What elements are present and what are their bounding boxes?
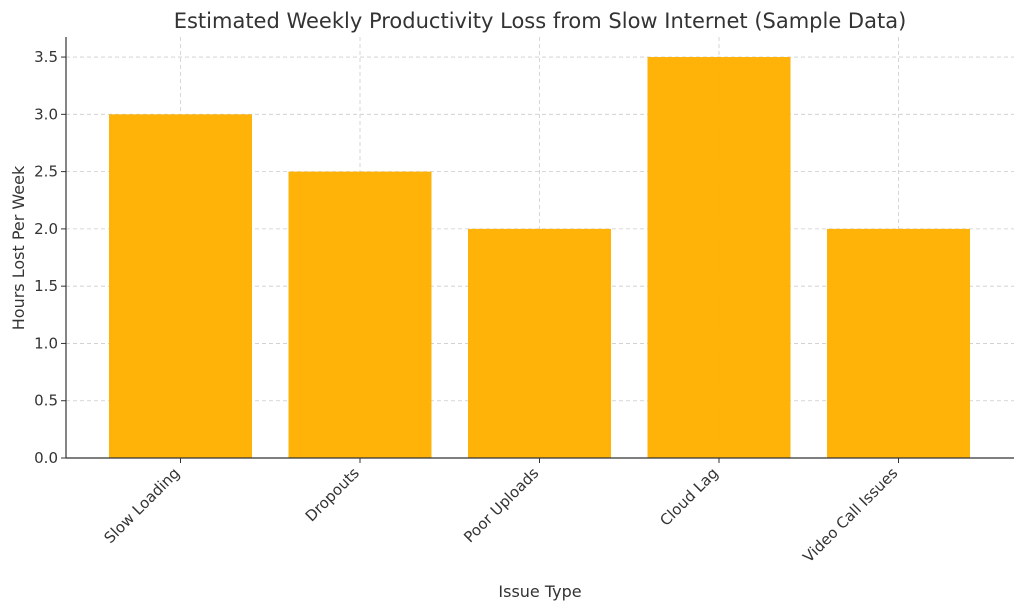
axes bbox=[61, 37, 1014, 463]
x-tick-label: Dropouts bbox=[302, 464, 363, 525]
y-tick-labels: 0.0 0.5 1.0 1.5 2.0 2.5 3.0 3.5 bbox=[34, 48, 58, 467]
y-tick-label: 1.5 bbox=[34, 277, 58, 295]
y-tick-label: 3.0 bbox=[34, 105, 58, 123]
x-tick-label: Poor Uploads bbox=[460, 464, 542, 546]
y-tick-label: 0.0 bbox=[34, 449, 58, 467]
bars bbox=[109, 57, 970, 459]
x-axis-label: Issue Type bbox=[498, 582, 581, 601]
bar bbox=[468, 228, 611, 458]
bar bbox=[288, 171, 432, 458]
x-tick-label: Slow Loading bbox=[101, 464, 184, 547]
bar bbox=[647, 57, 791, 459]
bar bbox=[827, 228, 970, 458]
x-tick-label: Video Call Issues bbox=[799, 464, 901, 566]
chart-title: Estimated Weekly Productivity Loss from … bbox=[174, 9, 907, 33]
y-axis-label: Hours Lost Per Week bbox=[9, 165, 28, 330]
y-tick-label: 2.5 bbox=[34, 163, 58, 181]
y-tick-label: 0.5 bbox=[34, 392, 58, 410]
y-tick-label: 3.5 bbox=[34, 48, 58, 66]
bar bbox=[109, 114, 252, 458]
x-tick-label: Cloud Lag bbox=[656, 464, 722, 530]
y-tick-label: 1.0 bbox=[34, 334, 58, 352]
y-tick-label: 2.0 bbox=[34, 220, 58, 238]
x-tick-labels: Slow Loading Dropouts Poor Uploads Cloud La… bbox=[101, 464, 902, 566]
